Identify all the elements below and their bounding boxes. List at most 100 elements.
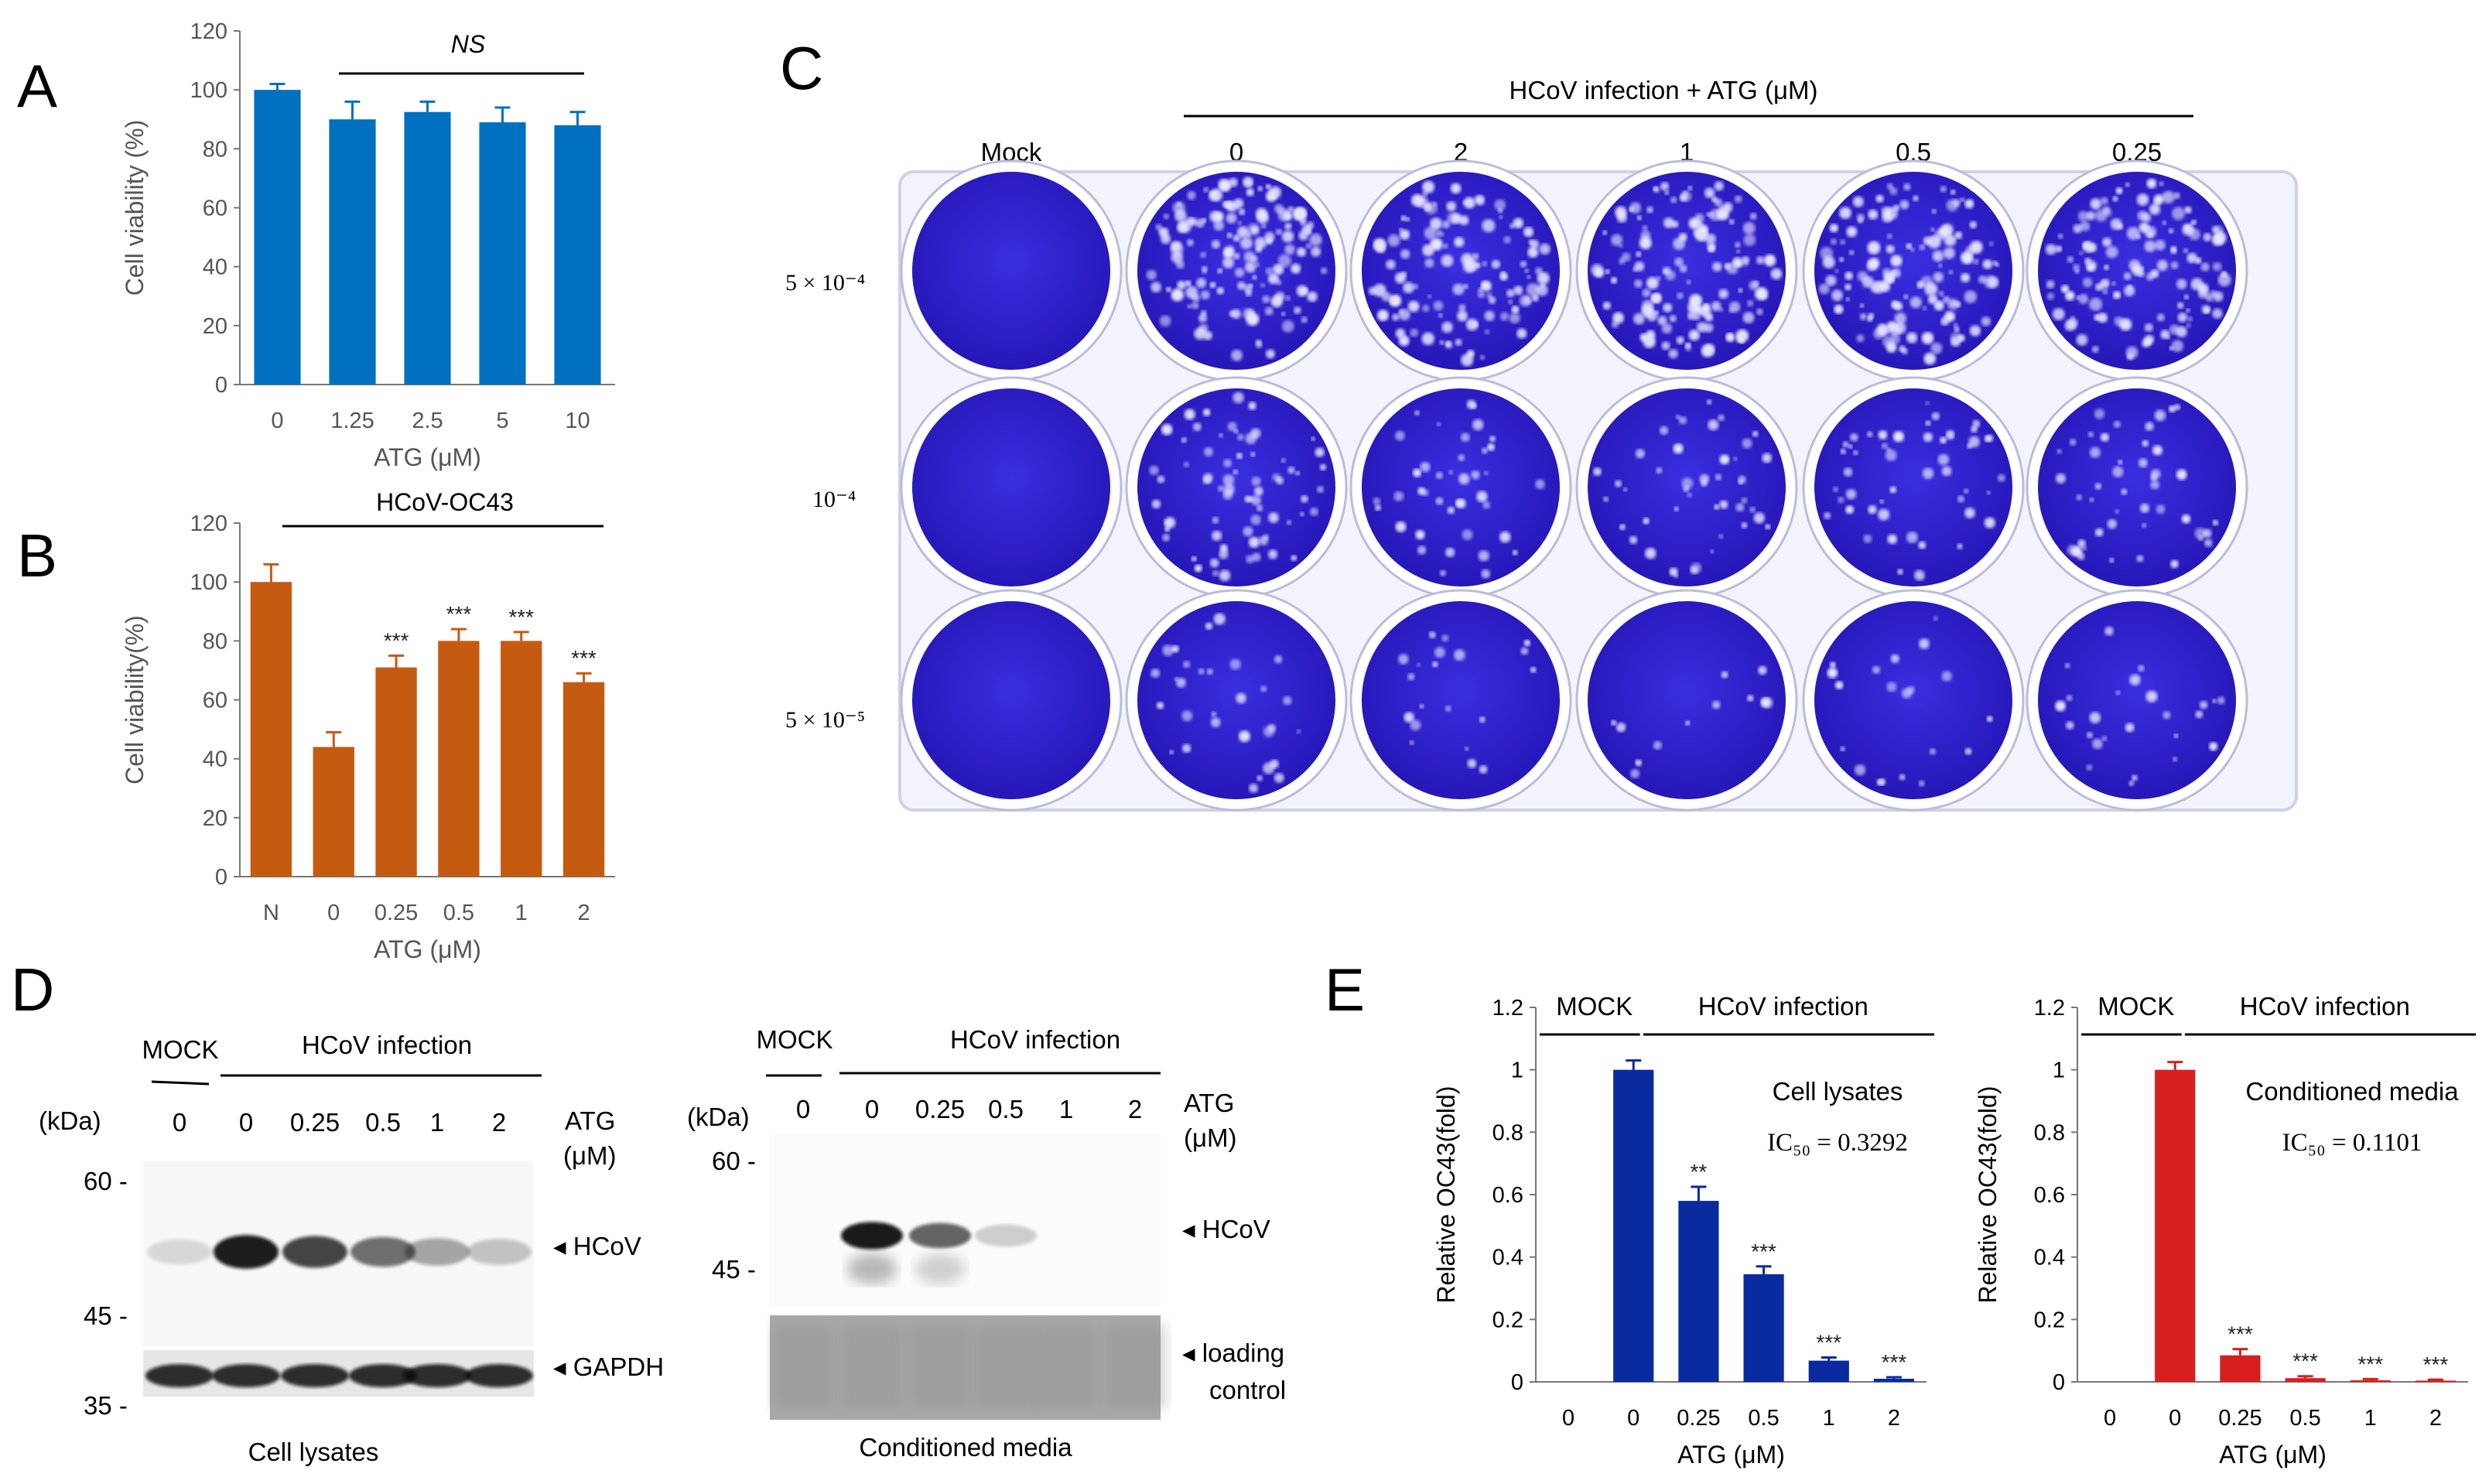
plaque	[1856, 334, 1865, 343]
plaque	[1262, 295, 1270, 303]
d-left-marker-45: 45 -	[84, 1301, 128, 1330]
plaque	[1933, 300, 1944, 311]
plaque	[2172, 207, 2185, 221]
plaque	[1886, 342, 1897, 353]
plaque	[1202, 476, 1212, 484]
plaque	[1264, 231, 1275, 242]
x-tick-label: 0	[327, 901, 340, 925]
plaque	[1182, 744, 1192, 753]
plaque	[1162, 533, 1170, 542]
x-tick-label: 0	[1562, 1406, 1574, 1431]
plaque	[1925, 401, 1930, 405]
plaque	[2075, 269, 2080, 274]
plaque	[1739, 480, 1743, 485]
plaque	[1233, 234, 1240, 242]
d-left-mock-label: MOCK	[142, 1035, 219, 1064]
plaque	[2136, 193, 2149, 206]
chart-e-conditioned-media: 0 0.2 0.4 0.6 0.8 1 1.2 0 0 0.25 *** 0.5 *** 1 *** 2 ***…	[1974, 992, 2476, 1469]
plaque	[1742, 221, 1756, 234]
plaque	[2209, 742, 2218, 751]
plaque	[2139, 458, 2148, 468]
plaque	[2128, 259, 2141, 272]
plaque	[1840, 239, 1845, 245]
panel-c-plaque-assay: HCoV infection + ATG (μM) Mock 0 2 1 0.5…	[785, 76, 2298, 812]
plaque	[1674, 257, 1684, 267]
plaque	[1442, 243, 1448, 249]
plaque	[2212, 520, 2218, 526]
plaque	[1887, 534, 1897, 545]
plaque	[1941, 671, 1952, 682]
plaque	[1918, 541, 1927, 549]
plaque	[2115, 187, 2123, 195]
plaque	[2203, 233, 2212, 242]
plaque	[2183, 224, 2191, 232]
significance-mark: ***	[1751, 1240, 1776, 1263]
plaque	[2086, 764, 2093, 771]
plaque	[1707, 242, 1716, 251]
plaque	[1246, 188, 1254, 197]
plaque	[1373, 498, 1381, 505]
plaque	[2169, 346, 2173, 350]
plaque	[1635, 759, 1642, 767]
plaque	[2173, 192, 2180, 200]
plaque	[1691, 562, 1702, 574]
plaque	[2176, 302, 2184, 309]
plaque	[2045, 244, 2057, 255]
plaque	[1233, 469, 1239, 475]
plaque	[1981, 316, 1992, 327]
row-label-dilution-3: 5 × 10⁻⁵	[785, 707, 865, 733]
plaque	[1176, 677, 1186, 688]
plaque	[1623, 487, 1628, 492]
panel-letter-b: B	[17, 521, 57, 590]
plaque	[1243, 526, 1253, 537]
significance-mark: ***	[1816, 1331, 1841, 1355]
plaque	[1756, 256, 1765, 265]
plaque	[2136, 234, 2141, 239]
plaque	[1657, 316, 1667, 326]
plaque	[1409, 740, 1414, 745]
plaque	[1838, 257, 1845, 262]
plaque	[1712, 262, 1722, 272]
plaque	[1530, 667, 1537, 673]
significance-mark: ***	[2227, 1322, 2253, 1346]
plaque	[1280, 458, 1286, 463]
plaque	[1937, 453, 1950, 466]
plaque	[1719, 454, 1730, 465]
plaque	[1239, 237, 1253, 250]
plaque	[1200, 290, 1210, 300]
plaque	[1177, 221, 1188, 233]
plaque	[1954, 231, 1963, 239]
plaque	[1753, 512, 1765, 524]
plaque	[2170, 248, 2177, 255]
plaque	[1466, 350, 1475, 358]
plaque	[1250, 495, 1261, 506]
plaque	[1643, 518, 1650, 525]
plaque	[2217, 273, 2231, 287]
plaque	[1202, 409, 1211, 416]
plaque	[1616, 723, 1626, 733]
plaque	[1845, 505, 1855, 515]
plaque	[1311, 436, 1315, 441]
plaque	[2145, 690, 2158, 703]
d-right-lane-2: 0.25	[915, 1095, 965, 1123]
y-tick-label: 0.2	[1492, 1308, 1523, 1332]
plaque	[1954, 327, 1960, 333]
plaque	[1846, 226, 1858, 238]
bar	[2285, 1378, 2326, 1382]
plaque	[1226, 213, 1237, 224]
plaque	[1421, 332, 1434, 345]
plaque	[1964, 290, 1977, 303]
plaque	[1885, 450, 1897, 461]
plaque	[1219, 433, 1223, 438]
plaque	[2144, 240, 2156, 252]
plaque	[2052, 308, 2065, 320]
plaque	[1986, 491, 1991, 495]
plaque	[1474, 195, 1485, 206]
plaque	[1248, 536, 1260, 548]
x-tick-label: 2	[1888, 1406, 1900, 1431]
hcov-band	[909, 1222, 971, 1249]
plaque	[1669, 567, 1678, 576]
plaque	[2064, 320, 2076, 331]
plaque	[1422, 244, 1434, 257]
plaque	[2054, 245, 2062, 253]
